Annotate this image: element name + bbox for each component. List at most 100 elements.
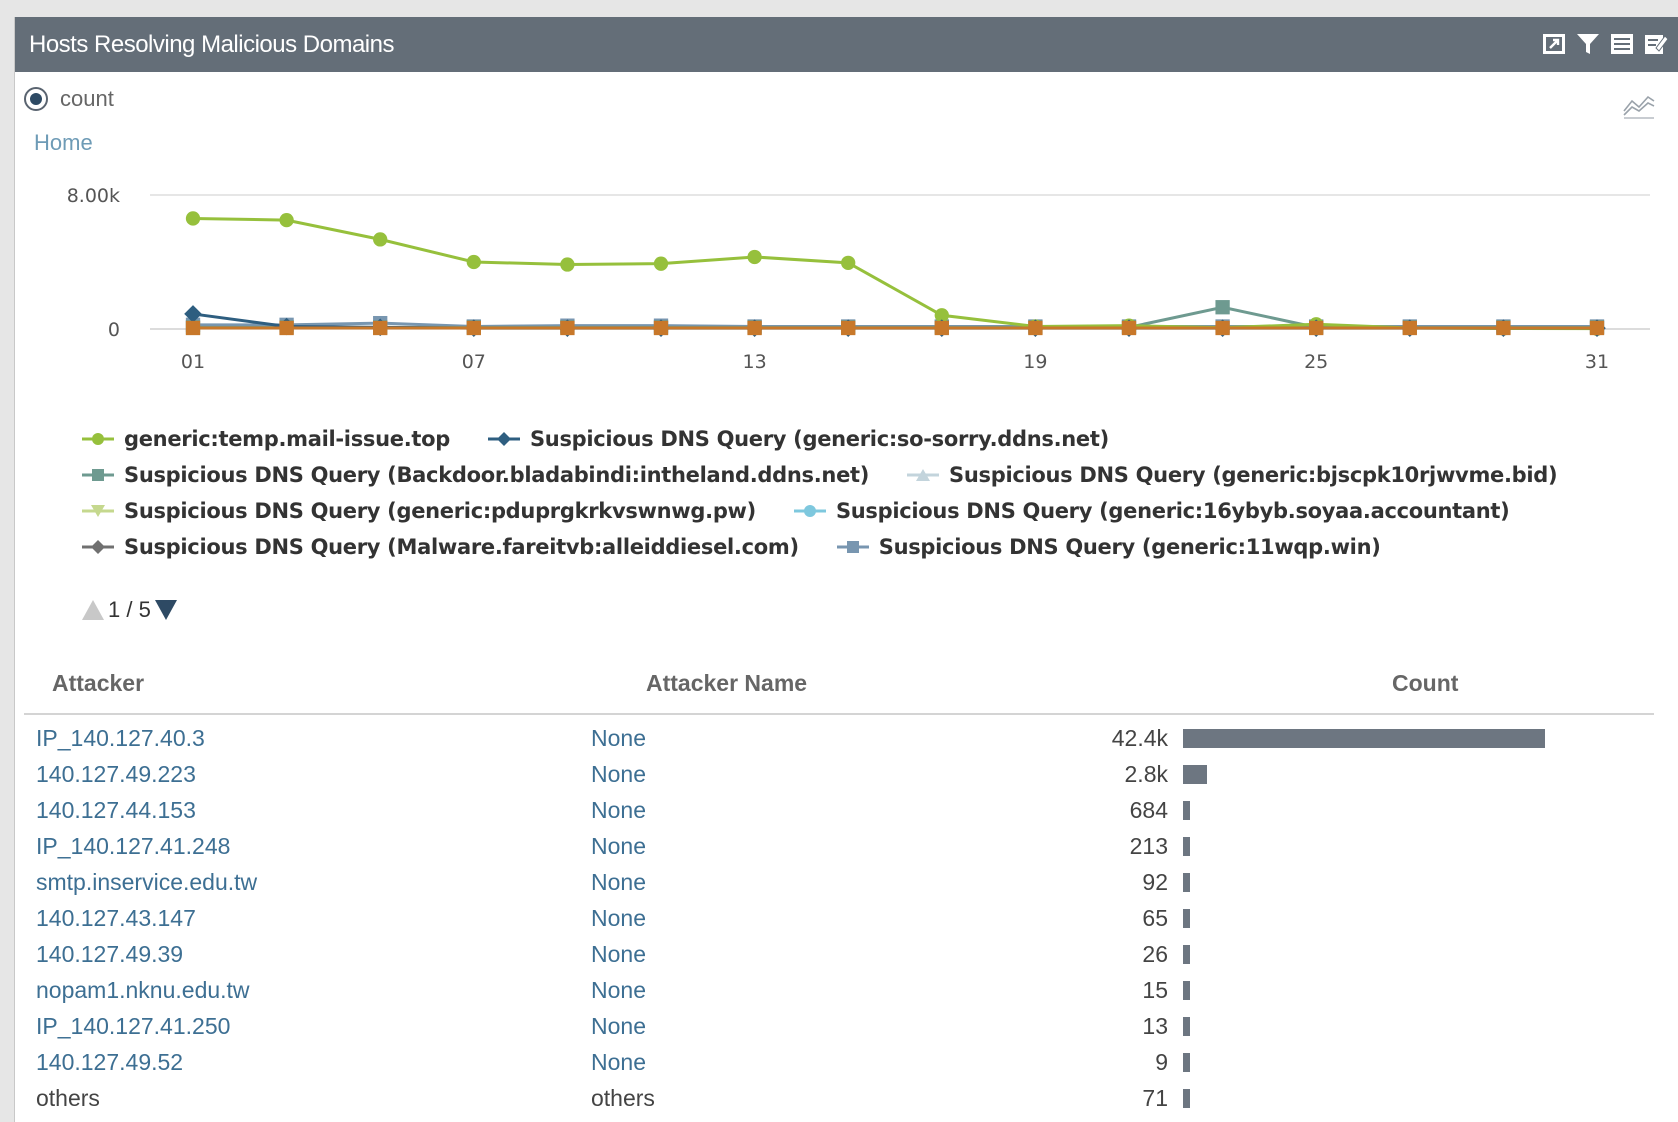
attacker-name-cell[interactable]: None bbox=[591, 905, 646, 931]
attacker-cell[interactable]: IP_140.127.40.3 bbox=[36, 725, 205, 751]
data-point[interactable] bbox=[185, 211, 201, 226]
attacker-cell[interactable]: IP_140.127.41.248 bbox=[36, 833, 231, 859]
data-point[interactable] bbox=[841, 320, 856, 336]
legend-label: Suspicious DNS Query (generic:so-sorry.d… bbox=[529, 427, 1109, 451]
widget-title: Hosts Resolving Malicious Domains bbox=[29, 31, 394, 58]
filter-icon[interactable] bbox=[1575, 31, 1601, 57]
column-header-attacker[interactable]: Attacker bbox=[52, 670, 145, 696]
data-point[interactable] bbox=[466, 254, 481, 270]
legend-item[interactable]: Suspicious DNS Query (generic:16ybyb.soy… bbox=[793, 499, 1510, 523]
attacker-name-cell[interactable]: None bbox=[591, 1049, 646, 1075]
table-row[interactable]: 140.127.43.147 None 65 bbox=[24, 901, 1654, 937]
breadcrumb-home[interactable]: Home bbox=[34, 130, 93, 155]
legend-item[interactable]: Suspicious DNS Query (generic:pduprgkrkv… bbox=[82, 499, 756, 523]
data-point[interactable] bbox=[373, 320, 388, 336]
legend-row: Suspicious DNS Query (Malware.fareitvb:a… bbox=[82, 535, 1642, 571]
table-body: IP_140.127.40.3 None 42.4k 140.127.49.223 No… bbox=[24, 715, 1654, 1117]
data-point[interactable] bbox=[747, 320, 762, 336]
table-row[interactable]: IP_140.127.41.248 None 213 bbox=[24, 829, 1654, 865]
table-row[interactable]: IP_140.127.41.250 None 13 bbox=[24, 1009, 1654, 1045]
table-row[interactable]: 140.127.49.39 None 26 bbox=[24, 937, 1654, 973]
attacker-cell[interactable]: 140.127.49.223 bbox=[36, 761, 196, 787]
legend-item[interactable]: Suspicious DNS Query (Malware.fareitvb:a… bbox=[82, 535, 799, 559]
attacker-name-cell[interactable]: None bbox=[591, 833, 646, 859]
attacker-cell[interactable]: 140.127.49.52 bbox=[36, 1049, 184, 1075]
table-row[interactable]: 140.127.49.223 None 2.8k bbox=[24, 757, 1654, 793]
attacker-name-cell[interactable]: None bbox=[591, 869, 646, 895]
legend-item[interactable]: Suspicious DNS Query (generic:so-sorry.d… bbox=[487, 427, 1109, 451]
popout-icon[interactable] bbox=[1541, 31, 1567, 57]
data-point[interactable] bbox=[560, 257, 575, 272]
attacker-name-cell[interactable]: None bbox=[591, 797, 646, 823]
data-point[interactable] bbox=[1496, 320, 1511, 336]
metric-radio[interactable] bbox=[24, 87, 48, 111]
legend-symbol-icon bbox=[82, 433, 114, 445]
attacker-name-cell[interactable]: None bbox=[591, 977, 646, 1003]
data-point[interactable] bbox=[653, 256, 669, 271]
attacker-name-cell[interactable]: None bbox=[591, 761, 646, 787]
series-line[interactable] bbox=[192, 216, 1598, 331]
metric-selector[interactable]: count bbox=[24, 86, 114, 112]
x-tick-label: 13 bbox=[743, 351, 767, 370]
data-point[interactable] bbox=[1215, 300, 1230, 315]
table-row[interactable]: nopam1.nknu.edu.tw None 15 bbox=[24, 973, 1654, 1009]
data-point[interactable] bbox=[841, 255, 856, 270]
column-header-count[interactable]: Count bbox=[1392, 670, 1459, 696]
legend-item[interactable]: Suspicious DNS Query (generic:11wqp.win) bbox=[836, 535, 1381, 559]
count-bar bbox=[1183, 1017, 1190, 1036]
attacker-name-cell[interactable]: None bbox=[591, 941, 646, 967]
data-point[interactable] bbox=[466, 320, 481, 336]
pager-down-icon[interactable] bbox=[154, 600, 177, 620]
data-point[interactable] bbox=[1028, 320, 1043, 336]
data-point[interactable] bbox=[279, 212, 294, 228]
attacker-name-cell[interactable]: others bbox=[591, 1085, 655, 1111]
table-row[interactable]: others others 71 bbox=[24, 1081, 1654, 1117]
legend-item[interactable]: Suspicious DNS Query (generic:bjscpk10rj… bbox=[907, 463, 1558, 487]
count-bar bbox=[1183, 837, 1190, 856]
data-point[interactable] bbox=[279, 320, 294, 336]
chart-type-icon[interactable] bbox=[1622, 91, 1656, 121]
data-point[interactable] bbox=[184, 305, 202, 323]
data-point[interactable] bbox=[1309, 320, 1324, 336]
data-point[interactable] bbox=[1402, 320, 1417, 336]
data-point[interactable] bbox=[934, 308, 949, 323]
edit-icon[interactable] bbox=[1643, 31, 1669, 57]
attacker-cell[interactable]: IP_140.127.41.250 bbox=[36, 1013, 231, 1039]
legend-row: generic:temp.mail-issue.top Suspicious DN… bbox=[82, 427, 1642, 463]
attacker-cell[interactable]: nopam1.nknu.edu.tw bbox=[36, 977, 250, 1003]
table-row[interactable]: smtp.inservice.edu.tw None 92 bbox=[24, 865, 1654, 901]
attacker-cell[interactable]: 140.127.44.153 bbox=[36, 797, 196, 823]
legend-label: generic:temp.mail-issue.top bbox=[124, 427, 450, 451]
table-row[interactable]: IP_140.127.40.3 None 42.4k bbox=[24, 721, 1654, 757]
legend-item[interactable]: generic:temp.mail-issue.top bbox=[82, 427, 450, 451]
data-point[interactable] bbox=[653, 320, 669, 336]
legend-label: Suspicious DNS Query (generic:pduprgkrkv… bbox=[124, 499, 756, 523]
attacker-cell[interactable]: smtp.inservice.edu.tw bbox=[36, 869, 258, 895]
legend-item[interactable]: Suspicious DNS Query (Backdoor.bladabind… bbox=[82, 463, 869, 487]
data-point[interactable] bbox=[747, 249, 762, 265]
legend-symbol-icon bbox=[82, 540, 114, 554]
data-point[interactable] bbox=[185, 320, 201, 336]
count-bar bbox=[1183, 873, 1190, 892]
attacker-cell[interactable]: 140.127.49.39 bbox=[36, 941, 184, 967]
table-row[interactable]: 140.127.49.52 None 9 bbox=[24, 1045, 1654, 1081]
data-point[interactable] bbox=[373, 232, 388, 247]
attacker-name-cell[interactable]: None bbox=[591, 725, 646, 751]
data-point[interactable] bbox=[1215, 320, 1230, 336]
x-tick-label: 19 bbox=[1023, 351, 1047, 370]
x-tick-label: 31 bbox=[1585, 351, 1609, 370]
pager-up-icon[interactable] bbox=[82, 600, 104, 620]
column-header-attacker-name[interactable]: Attacker Name bbox=[646, 670, 808, 696]
table-row[interactable]: 140.127.44.153 None 684 bbox=[24, 793, 1654, 829]
data-point[interactable] bbox=[560, 320, 575, 336]
data-point[interactable] bbox=[934, 320, 949, 336]
list-view-icon[interactable] bbox=[1609, 31, 1635, 57]
attacker-cell[interactable]: others bbox=[36, 1085, 100, 1111]
attacker-table: Attacker Attacker Name Count IP_140.127.… bbox=[24, 660, 1654, 1117]
x-tick-label: 25 bbox=[1304, 351, 1328, 370]
attacker-name-cell[interactable]: None bbox=[591, 1013, 646, 1039]
attacker-cell[interactable]: 140.127.43.147 bbox=[36, 905, 196, 931]
widget-header: Hosts Resolving Malicious Domains bbox=[15, 17, 1678, 72]
data-point[interactable] bbox=[1121, 320, 1137, 336]
data-point[interactable] bbox=[1589, 320, 1605, 336]
